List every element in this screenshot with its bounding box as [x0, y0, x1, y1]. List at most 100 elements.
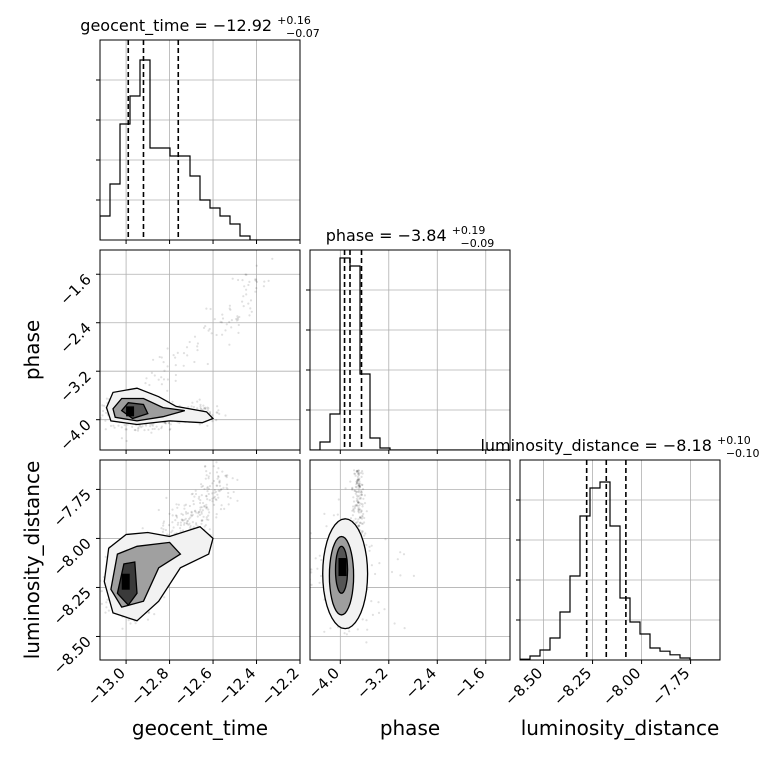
sample-point [245, 288, 248, 291]
sample-point [226, 495, 230, 498]
sample-point [162, 524, 165, 527]
sample-point [193, 360, 196, 364]
sample-point [166, 347, 169, 350]
sample-point [215, 333, 218, 337]
y-tick-label-phase: −4.0 [56, 416, 94, 454]
sample-point [352, 508, 355, 511]
sample-point [199, 403, 202, 406]
sample-point [262, 285, 265, 288]
sample-point [351, 514, 354, 517]
sample-point [215, 484, 218, 487]
sample-point [205, 516, 208, 519]
sample-point [249, 307, 252, 310]
sample-point [174, 356, 177, 359]
x-tick-label-luminosity_distance: −8.25 [550, 664, 595, 709]
sample-point [236, 499, 239, 502]
x-tick-label-geocent_time: −12.2 [258, 664, 303, 709]
sample-point [177, 521, 180, 524]
sample-point [363, 516, 366, 520]
sample-point [120, 426, 123, 429]
sample-point [151, 427, 154, 431]
sample-point [175, 516, 179, 519]
sample-point [211, 420, 214, 423]
sample-point [153, 613, 156, 616]
sample-point [393, 622, 396, 625]
sample-point [192, 503, 195, 506]
sample-point [293, 518, 295, 520]
sample-point [356, 482, 359, 485]
sample-point [353, 510, 356, 513]
sample-point [362, 497, 365, 500]
sample-point [358, 486, 361, 489]
sample-point [354, 474, 357, 477]
sample-point [179, 527, 182, 530]
sample-point [152, 358, 155, 361]
sample-point [192, 526, 195, 529]
sample-point [208, 472, 212, 475]
sample-point [125, 428, 128, 431]
sample-point [357, 483, 360, 487]
sample-point [357, 469, 360, 472]
sample-point [357, 501, 360, 504]
sample-point [160, 356, 163, 359]
sample-point [241, 300, 244, 303]
sample-point [349, 517, 353, 520]
sample-point [218, 480, 221, 483]
sample-point [359, 521, 362, 524]
sample-point [222, 486, 225, 489]
sample-point [361, 515, 364, 518]
sample-point [160, 427, 163, 430]
sample-point [238, 315, 241, 319]
sample-point [355, 480, 358, 483]
sample-point [198, 495, 201, 498]
sample-point [205, 474, 208, 477]
sample-point [102, 409, 105, 413]
sample-point [357, 508, 360, 511]
sample-point [217, 467, 220, 470]
sample-point [310, 583, 313, 587]
sample-point [357, 490, 360, 493]
sample-point [211, 482, 214, 485]
sample-point [183, 504, 186, 507]
sample-point [354, 492, 357, 495]
sample-point [146, 618, 150, 621]
sample-point [196, 407, 199, 410]
sample-point [293, 553, 295, 555]
sample-point [221, 470, 224, 473]
sample-point [226, 487, 229, 490]
x-tick-label-phase: −2.4 [402, 664, 440, 702]
sample-point [221, 317, 225, 320]
sample-point [363, 521, 366, 524]
sample-point [361, 483, 364, 487]
sample-point [184, 510, 188, 514]
sample-point [358, 524, 361, 528]
sample-point [332, 514, 335, 517]
sample-point [231, 477, 234, 480]
sample-point [175, 514, 178, 518]
sample-point [237, 323, 240, 327]
sample-point [197, 512, 200, 515]
density-mode [126, 406, 135, 417]
sample-point [353, 489, 356, 492]
sample-point [200, 519, 203, 523]
sample-point [235, 319, 238, 322]
title-luminosity-distance: luminosity_distance = −8.18 +0.10 −0.10 [480, 429, 759, 460]
sample-point [206, 424, 209, 427]
sample-point [196, 400, 199, 403]
sample-point [237, 318, 240, 321]
sample-point [356, 475, 359, 478]
sample-point [228, 320, 231, 324]
sample-point [396, 558, 399, 561]
ylabel-luminosity-distance: luminosity_distance [20, 461, 44, 660]
sample-point [191, 492, 194, 495]
sample-point [195, 523, 198, 526]
sample-point [175, 503, 178, 506]
sample-point [140, 426, 143, 429]
sample-point [207, 477, 210, 480]
sample-point [329, 627, 332, 630]
sample-point [224, 414, 227, 417]
sample-point [206, 487, 209, 490]
sample-point [351, 509, 354, 512]
sample-point [215, 490, 218, 493]
sample-point [318, 581, 321, 584]
